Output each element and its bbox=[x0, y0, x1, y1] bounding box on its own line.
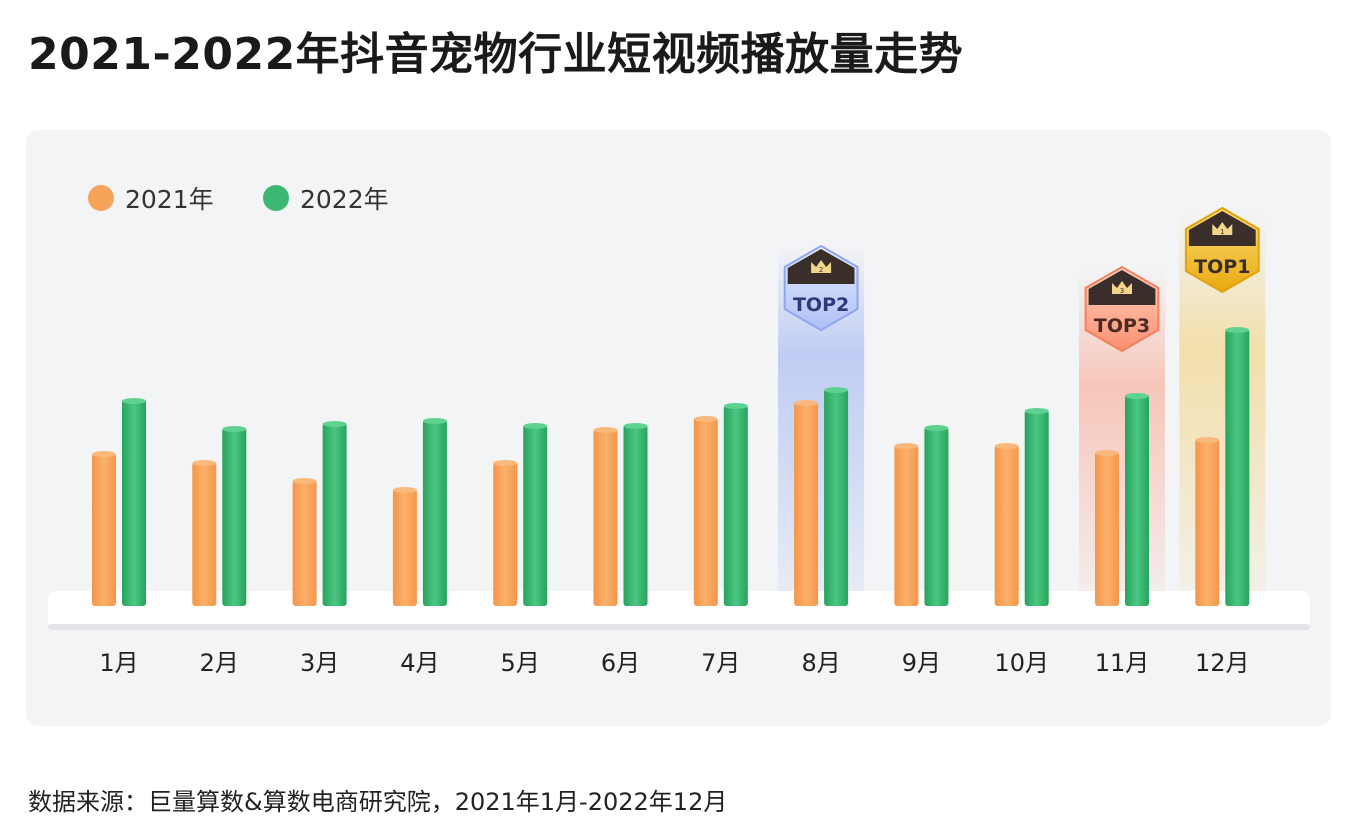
bar-2022-cap-12 bbox=[1225, 327, 1250, 333]
bar-2022-cap-2 bbox=[222, 426, 247, 432]
x-tick-label-7: 7月 bbox=[701, 649, 740, 677]
crown-icon bbox=[1212, 222, 1233, 235]
bar-2021-cap-9 bbox=[894, 443, 919, 449]
bar-2022-cap-3 bbox=[322, 421, 347, 427]
bar-2021-12 bbox=[1195, 439, 1220, 606]
x-tick-label-10: 10月 bbox=[994, 649, 1049, 677]
bar-2021-1 bbox=[92, 453, 116, 606]
bar-2021-3 bbox=[292, 480, 317, 606]
data-source-note: 数据来源：巨量算数&算数电商研究院，2021年1月-2022年12月 bbox=[28, 788, 728, 816]
bar-2021-cap-1 bbox=[92, 451, 116, 457]
bar-2021-cap-3 bbox=[292, 478, 317, 484]
bar-2022-2 bbox=[222, 428, 247, 606]
crown-icon bbox=[811, 260, 832, 273]
bar-2021-cap-10 bbox=[994, 443, 1019, 449]
bar-2021-5 bbox=[493, 462, 518, 606]
legend-item-2021: 2021年 bbox=[88, 183, 214, 214]
bar-2022-4 bbox=[422, 420, 447, 606]
bar-2021-cap-12 bbox=[1195, 437, 1220, 443]
bar-2021-cap-7 bbox=[693, 416, 718, 422]
x-tick-label-6: 6月 bbox=[601, 649, 640, 677]
bar-2022-5 bbox=[523, 425, 548, 606]
bar-2021-cap-5 bbox=[493, 460, 518, 466]
bar-2022-cap-11 bbox=[1125, 393, 1149, 399]
bar-2022-10 bbox=[1024, 410, 1049, 606]
legend-swatch-2022 bbox=[263, 185, 289, 211]
x-tick-label-3: 3月 bbox=[300, 649, 339, 677]
bar-2022-7 bbox=[723, 405, 748, 606]
x-tick-label-4: 4月 bbox=[400, 649, 439, 677]
bar-2021-cap-11 bbox=[1095, 450, 1119, 456]
chart-floor-edge bbox=[48, 624, 1310, 630]
chart-floor bbox=[48, 591, 1310, 630]
bar-2022-1 bbox=[122, 400, 146, 606]
bar-2021-7 bbox=[693, 418, 718, 606]
bar-2022-6 bbox=[623, 425, 648, 606]
rank-badge-top3: 3 TOP3 bbox=[1084, 265, 1160, 353]
x-tick-label-11: 11月 bbox=[1095, 649, 1150, 677]
bar-2022-11 bbox=[1125, 395, 1149, 606]
bar-2021-2 bbox=[192, 462, 217, 606]
legend-item-2022: 2022年 bbox=[263, 183, 389, 214]
rank-badge-top1: 1 TOP1 bbox=[1184, 206, 1260, 294]
bar-2022-cap-6 bbox=[623, 423, 648, 429]
badge-rank-number: 3 bbox=[1120, 287, 1124, 295]
badge-rank-number: 2 bbox=[819, 266, 823, 274]
bar-2021-cap-8 bbox=[794, 400, 819, 406]
x-tick-label-5: 5月 bbox=[501, 649, 540, 677]
x-tick-label-8: 8月 bbox=[801, 649, 840, 677]
bar-2022-cap-10 bbox=[1024, 408, 1049, 414]
bar-2022-cap-4 bbox=[422, 418, 447, 424]
x-tick-label-9: 9月 bbox=[902, 649, 941, 677]
legend-swatch-2021 bbox=[88, 185, 114, 211]
x-tick-label-12: 12月 bbox=[1195, 649, 1250, 677]
bar-2022-3 bbox=[322, 423, 347, 606]
bar-2022-12 bbox=[1225, 329, 1250, 606]
bar-2021-cap-4 bbox=[392, 487, 417, 493]
legend-label-2021: 2021年 bbox=[125, 185, 214, 214]
bar-2022-cap-7 bbox=[723, 403, 748, 409]
bar-2022-cap-1 bbox=[122, 398, 146, 404]
x-tick-label-2: 2月 bbox=[200, 649, 239, 677]
bar-2021-4 bbox=[392, 489, 417, 606]
rank-badge-top2: 2 TOP2 bbox=[783, 244, 859, 332]
bar-2022-cap-5 bbox=[523, 423, 548, 429]
bar-2021-6 bbox=[593, 429, 618, 606]
badge-rank-number: 1 bbox=[1220, 228, 1224, 236]
bar-2021-10 bbox=[994, 445, 1019, 606]
bar-2021-cap-2 bbox=[192, 460, 217, 466]
bar-2021-9 bbox=[894, 445, 919, 606]
badge-label: TOP1 bbox=[1194, 256, 1250, 278]
bar-2022-8 bbox=[824, 389, 849, 606]
bar-2021-cap-6 bbox=[593, 427, 618, 433]
legend-label-2022: 2022年 bbox=[300, 185, 389, 214]
crown-icon bbox=[1112, 281, 1132, 294]
bar-2022-cap-8 bbox=[824, 387, 849, 393]
x-tick-label-1: 1月 bbox=[99, 649, 138, 677]
badge-label: TOP3 bbox=[1094, 315, 1150, 337]
bar-2021-8 bbox=[794, 402, 819, 606]
bar-2022-cap-9 bbox=[924, 425, 949, 431]
bar-2022-9 bbox=[924, 427, 949, 606]
chart-title: 2021-2022年抖音宠物行业短视频播放量走势 bbox=[28, 29, 964, 80]
badge-label: TOP2 bbox=[793, 294, 849, 316]
bar-chart: 1月 2月 3月 4月 5月 6月 7月 8月 9月 10月 11月 12月 2 TOP2 3 TOP3 1 TO… bbox=[48, 206, 1310, 677]
bar-2021-11 bbox=[1095, 452, 1119, 606]
